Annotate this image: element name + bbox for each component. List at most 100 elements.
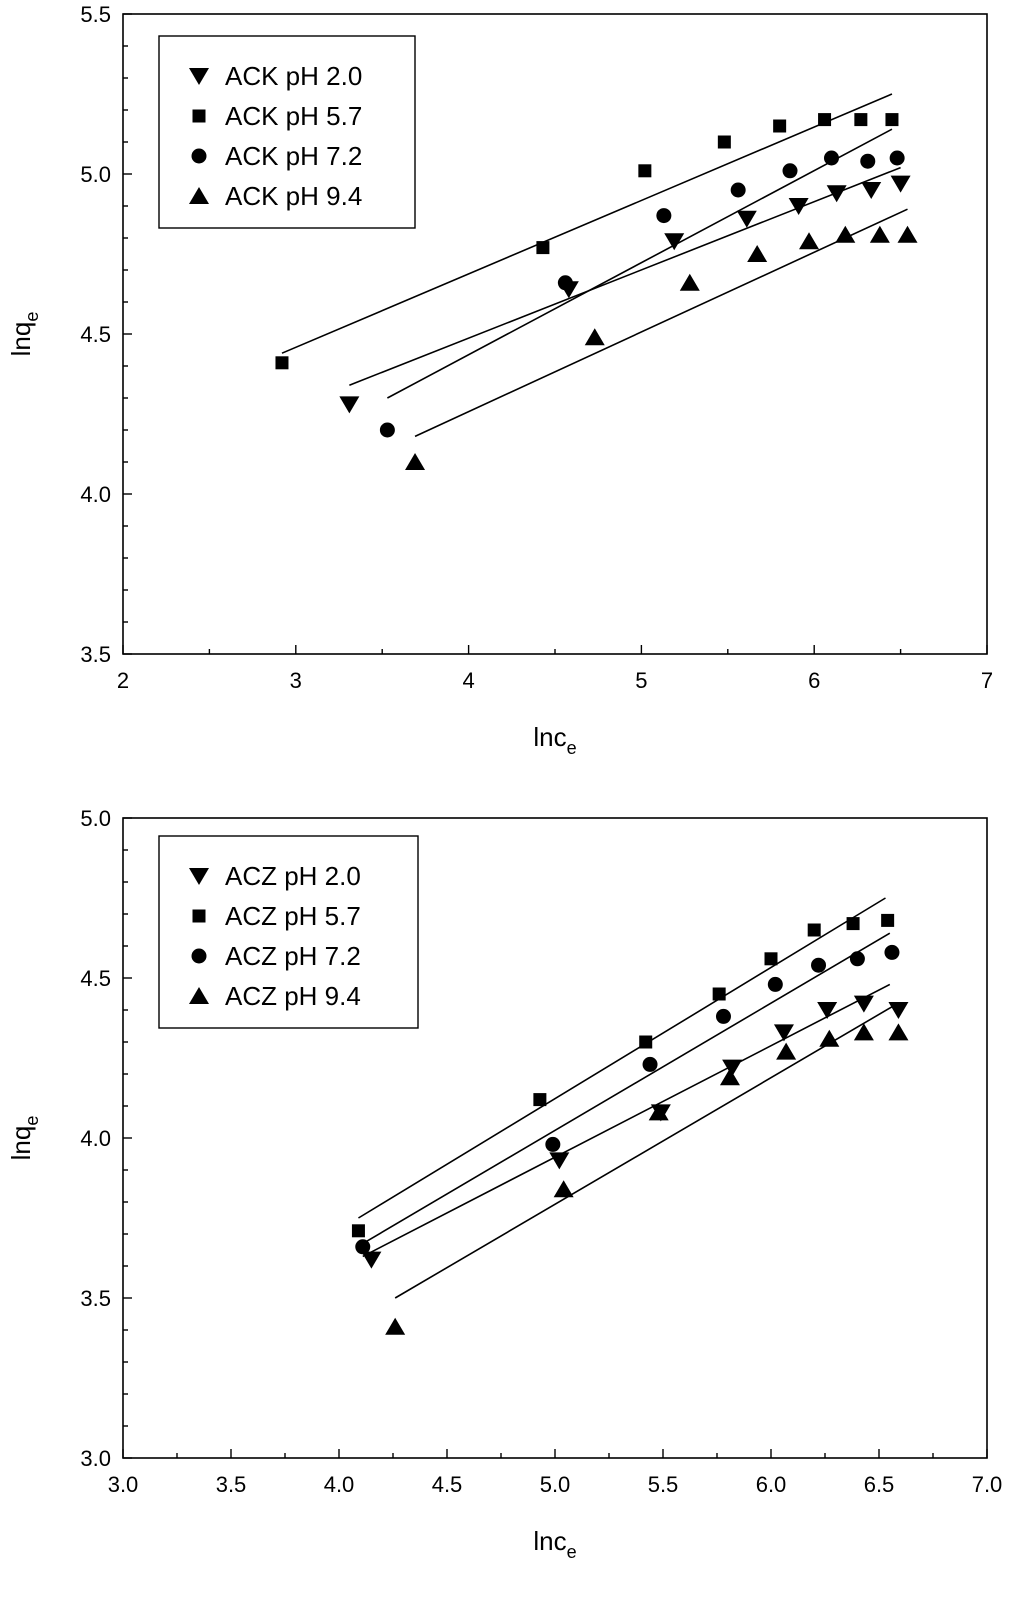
panel-1-series-2	[275, 93, 899, 370]
panel-2-y-tick-label: 3.0	[80, 1446, 111, 1471]
data-point	[719, 1068, 740, 1086]
data-point	[817, 1002, 838, 1019]
fit-line	[362, 983, 891, 1258]
panel-2-x-axis-title: lnce	[533, 1526, 576, 1562]
panel-2-series-3	[355, 932, 900, 1255]
data-point	[722, 1059, 743, 1077]
data-point	[764, 952, 778, 966]
legend-entry: ACK pH 5.7	[225, 101, 362, 131]
data-point	[888, 1023, 909, 1041]
data-point	[533, 1093, 547, 1107]
panel-1-x-tick-label: 5	[635, 668, 647, 693]
data-point	[889, 150, 905, 166]
panel-2-y-tick-label: 3.5	[80, 1286, 111, 1311]
fit-line	[358, 897, 886, 1219]
data-point	[861, 182, 882, 199]
panel-2-x-tick-label: 4.0	[324, 1472, 355, 1497]
data-point	[638, 164, 652, 178]
data-point	[788, 198, 809, 215]
fit-line	[349, 166, 901, 386]
legend-marker	[191, 948, 207, 964]
data-point	[275, 356, 289, 370]
data-point	[819, 1029, 840, 1047]
data-point	[642, 1056, 658, 1072]
legend-marker	[192, 109, 206, 123]
data-point	[811, 957, 827, 973]
panel-1-y-tick-label: 5.5	[80, 2, 111, 27]
data-point	[846, 917, 860, 931]
data-point	[351, 1224, 365, 1238]
panel-2-x-tick-label: 5.0	[540, 1472, 571, 1497]
panel-1-y-tick-label: 4.5	[80, 322, 111, 347]
legend-entry: ACK pH 2.0	[225, 61, 362, 91]
fit-line	[387, 128, 893, 399]
panel-2-x-tick-label: 5.5	[648, 1472, 679, 1497]
panel-1-x-tick-label: 6	[808, 668, 820, 693]
panel-1-y-tick-label: 5.0	[80, 162, 111, 187]
data-point	[747, 245, 768, 262]
data-point	[854, 113, 868, 127]
data-point	[339, 396, 360, 414]
data-point	[736, 210, 757, 228]
data-point	[835, 225, 856, 243]
data-point	[664, 233, 685, 251]
panel-1-y-tick-label: 4.0	[80, 482, 111, 507]
panel-2-series-4	[385, 1006, 909, 1335]
data-point	[823, 150, 839, 166]
panel-2-y-tick-label: 4.5	[80, 966, 111, 991]
legend-entry: ACZ pH 2.0	[225, 861, 361, 891]
data-point	[385, 1317, 406, 1335]
data-point	[648, 1103, 669, 1121]
data-point	[826, 185, 847, 203]
panel-1-x-axis-title: lnce	[533, 722, 576, 758]
data-point	[712, 987, 726, 1001]
data-point	[730, 182, 746, 198]
panel-2-series-2	[351, 897, 895, 1238]
panel-1-series-1	[339, 166, 911, 414]
panel-2-y-tick-label: 4.0	[80, 1126, 111, 1151]
legend-marker	[189, 187, 209, 204]
data-point	[545, 1136, 561, 1152]
legend-entry: ACZ pH 7.2	[225, 941, 361, 971]
data-point	[776, 1042, 797, 1060]
panel-2-y-axis-title: lnqe	[6, 1116, 42, 1161]
data-point	[656, 208, 672, 224]
legend-entry: ACK pH 7.2	[225, 141, 362, 171]
data-point	[853, 1023, 874, 1041]
data-point	[860, 153, 876, 169]
data-point	[379, 422, 395, 438]
data-point	[715, 1008, 731, 1024]
data-point	[782, 163, 798, 179]
data-point	[884, 944, 900, 960]
data-point	[869, 225, 890, 243]
data-point	[361, 1251, 382, 1269]
legend-marker	[191, 148, 207, 164]
legend-marker	[189, 68, 209, 85]
data-point	[717, 135, 731, 149]
panel-1-y-tick-label: 3.5	[80, 642, 111, 667]
data-point	[897, 225, 918, 243]
data-point	[553, 1180, 574, 1198]
panel-2-x-tick-label: 4.5	[432, 1472, 463, 1497]
fit-line	[281, 93, 893, 354]
data-point	[405, 453, 426, 470]
panel-2-x-tick-label: 7.0	[972, 1472, 1003, 1497]
data-point	[536, 241, 550, 255]
panel-1-series-4	[405, 208, 918, 470]
panel-2: 3.0 3.5 4.0 4.5 5.0 5.5 6.0 6.5 7.0 3.0 3.5 4.0 4.5 5…	[6, 806, 1002, 1562]
panel-1-x-tick-label: 4	[462, 668, 474, 693]
panel-1-legend: ACK pH 2.0 ACK pH 5.7 ACK pH 7.2 ACK pH 9.4	[158, 35, 416, 229]
legend-marker	[189, 987, 209, 1004]
legend-marker	[192, 909, 206, 923]
data-point	[639, 1035, 653, 1049]
panel-2-x-tick-label: 6.0	[756, 1472, 787, 1497]
data-point	[799, 232, 820, 250]
panel-1-x-tick-label: 2	[117, 668, 129, 693]
legend-entry: ACK pH 9.4	[225, 181, 362, 211]
panel-1-series-3	[379, 128, 905, 438]
data-point	[890, 175, 911, 193]
data-point	[818, 113, 832, 127]
